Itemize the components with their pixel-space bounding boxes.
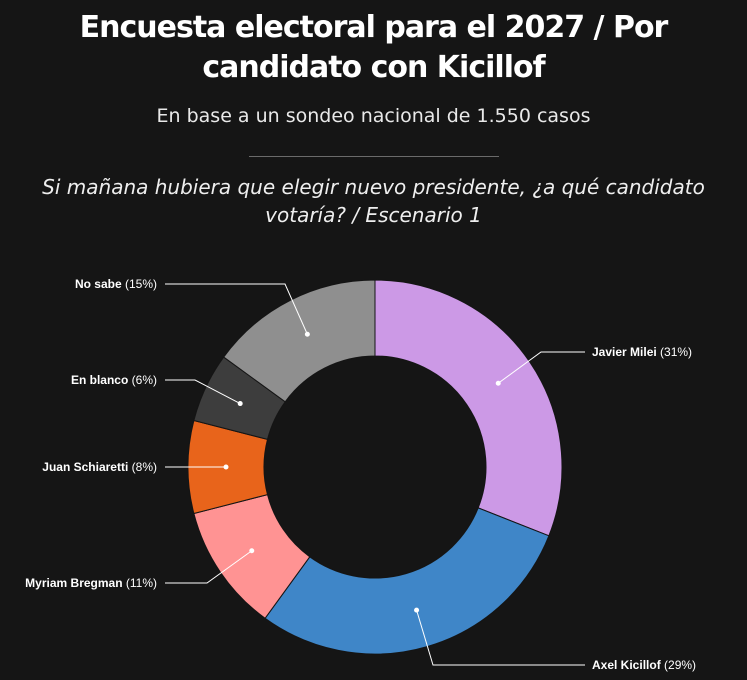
- label-value-myriam-bregman: (11%): [126, 576, 157, 590]
- label-value-no-sabe: (15%): [125, 277, 157, 291]
- anchor-dot-no-sabe: [304, 331, 310, 337]
- divider: [249, 156, 499, 157]
- label-name-myriam-bregman: Myriam Bregman: [25, 576, 126, 590]
- label-value-axel-kicillof: (29%): [664, 658, 696, 672]
- label-value-juan-schiaretti: (8%): [132, 460, 157, 474]
- label-name-en-blanco: En blanco: [71, 373, 132, 387]
- slice-axel-kicillof: [264, 507, 550, 655]
- leader-line-no-sabe: [165, 283, 308, 335]
- anchor-dot-javier-milei: [495, 380, 501, 386]
- leader-line-javier-milei: [497, 351, 585, 384]
- slice-javier-milei: [374, 279, 563, 537]
- chart-title: Encuesta electoral para el 2027 / Por ca…: [79, 10, 669, 85]
- leader-line-en-blanco: [165, 379, 241, 405]
- slice-no-sabe: [223, 279, 376, 403]
- leader-line-axel-kicillof: [416, 609, 585, 666]
- label-axel-kicillof: Axel Kicillof (29%): [592, 658, 696, 672]
- anchor-dot-axel-kicillof: [414, 607, 420, 613]
- leader-line-myriam-bregman: [165, 550, 253, 584]
- label-javier-milei: Javier Milei (31%): [592, 345, 692, 359]
- label-no-sabe: No sabe (15%): [75, 277, 157, 291]
- anchor-dot-myriam-bregman: [249, 548, 255, 554]
- label-name-no-sabe: No sabe: [75, 277, 125, 291]
- label-name-javier-milei: Javier Milei: [592, 345, 660, 359]
- anchor-dot-en-blanco: [237, 401, 243, 407]
- anchor-dot-juan-schiaretti: [223, 464, 229, 470]
- label-value-en-blanco: (6%): [132, 373, 157, 387]
- label-value-javier-milei: (31%): [660, 345, 692, 359]
- survey-question: Si mañana hubiera que elegir nuevo presi…: [42, 175, 705, 227]
- label-myriam-bregman: Myriam Bregman (11%): [25, 576, 157, 590]
- label-name-juan-schiaretti: Juan Schiaretti: [42, 460, 131, 474]
- label-juan-schiaretti: Juan Schiaretti (8%): [42, 460, 157, 474]
- label-name-axel-kicillof: Axel Kicillof: [592, 658, 664, 672]
- chart-subtitle: En base a un sondeo nacional de 1.550 ca…: [156, 105, 591, 127]
- label-en-blanco: En blanco (6%): [71, 373, 157, 387]
